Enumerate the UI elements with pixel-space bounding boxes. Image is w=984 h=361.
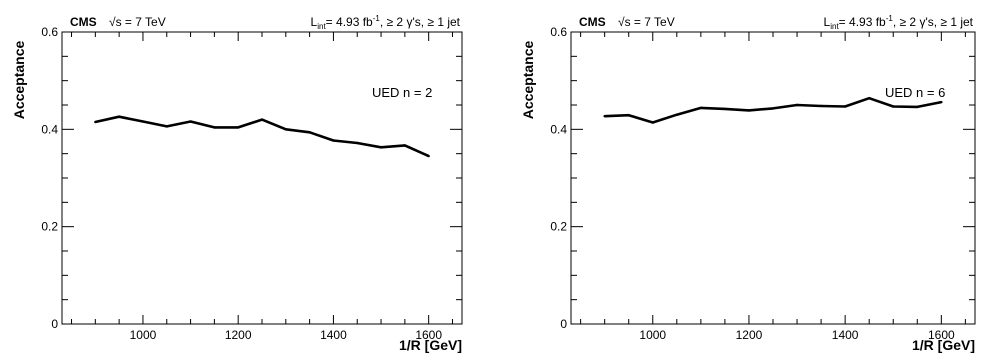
energy-label: √s = 7 TeV xyxy=(109,15,166,29)
data-point xyxy=(308,131,311,134)
data-point xyxy=(916,105,919,109)
luminosity-label: Lint= 4.93 fb-1, ≥ 2 γ's, ≥ 1 jet xyxy=(824,14,974,31)
data-point xyxy=(379,146,383,149)
x-axis-title: 1/R [GeV] xyxy=(912,337,975,353)
data-point xyxy=(189,120,192,123)
x-tick-label: 1200 xyxy=(736,328,763,342)
data-point xyxy=(94,120,97,124)
chart-panel-2: 1000 1200 1400 1600 0 0.2 0.4 0.6 1/R [GeV] Accep… xyxy=(520,14,976,353)
y-tick-label: 0.2 xyxy=(550,220,567,234)
data-point xyxy=(165,125,168,128)
y-tick-label: 0.6 xyxy=(41,25,58,39)
data-point xyxy=(795,103,799,107)
x-tick-label: 1600 xyxy=(415,328,442,342)
x-tick-label: 1200 xyxy=(225,328,252,342)
data-point xyxy=(723,107,727,111)
y-axis-title: Acceptance xyxy=(11,40,27,119)
y-tick-label: 0.6 xyxy=(550,25,567,39)
cms-label: CMS xyxy=(70,15,97,29)
model-annotation: UED n = 6 xyxy=(885,85,945,100)
data-point xyxy=(356,141,359,145)
plot-frame xyxy=(61,31,463,325)
y-tick-label: 0.2 xyxy=(41,220,58,234)
series-line-1 xyxy=(604,96,942,124)
luminosity-label: Lint= 4.93 fb-1, ≥ 2 γ's, ≥ 1 jet xyxy=(311,14,461,31)
y-tick-label: 0.4 xyxy=(41,122,58,136)
lumi-subscript: int xyxy=(317,22,326,31)
data-point xyxy=(332,139,335,142)
x-tick-label: 1400 xyxy=(832,328,859,342)
model-annotation: UED n = 2 xyxy=(372,85,432,100)
chart-panel-1: 1000 1200 1400 1600 0 0.2 0.4 0.6 1/R [GeV] Accep… xyxy=(11,14,463,353)
energy-label: √s = 7 TeV xyxy=(618,15,675,29)
lumi-value: = 4.93 fb xyxy=(839,15,886,29)
selection-text: , ≥ 2 γ's, ≥ 1 jet xyxy=(893,15,974,29)
y-axis-title: Acceptance xyxy=(520,40,536,119)
data-point xyxy=(675,113,679,116)
plot-frame xyxy=(570,31,976,325)
data-point xyxy=(867,96,871,100)
lumi-value: = 4.93 fb xyxy=(326,15,373,29)
y-tick-label: 0 xyxy=(560,317,567,331)
data-point xyxy=(843,105,847,108)
lumi-base: L xyxy=(824,15,831,29)
data-point xyxy=(141,120,145,123)
selection-text: , ≥ 2 γ's, ≥ 1 jet xyxy=(380,15,461,29)
data-point xyxy=(771,107,775,110)
data-point xyxy=(236,126,240,129)
y-tick-label: 0 xyxy=(51,317,58,331)
data-point xyxy=(403,144,407,147)
data-point xyxy=(603,114,606,118)
data-point xyxy=(284,128,288,131)
data-point xyxy=(117,115,121,118)
data-point xyxy=(627,114,630,117)
lumi-superscript: -1 xyxy=(373,14,381,23)
x-tick-label: 1000 xyxy=(130,328,157,342)
data-point xyxy=(427,154,430,158)
data-point xyxy=(260,118,264,121)
cms-label: CMS xyxy=(579,15,606,29)
data-point xyxy=(892,105,895,108)
lumi-base: L xyxy=(311,15,318,29)
y-tick-label: 0.4 xyxy=(550,122,567,136)
data-point xyxy=(699,106,703,110)
x-tick-label: 1400 xyxy=(320,328,347,342)
lumi-subscript: int xyxy=(830,22,839,31)
x-tick-label: 1600 xyxy=(928,328,955,342)
data-point xyxy=(747,109,751,112)
data-point xyxy=(940,100,943,104)
x-tick-label: 1000 xyxy=(639,328,666,342)
lumi-superscript: -1 xyxy=(886,14,894,23)
series-line-1 xyxy=(95,115,430,158)
data-point xyxy=(819,104,823,108)
x-axis-title: 1/R [GeV] xyxy=(399,337,462,353)
data-point xyxy=(213,126,216,129)
data-point xyxy=(651,121,654,124)
